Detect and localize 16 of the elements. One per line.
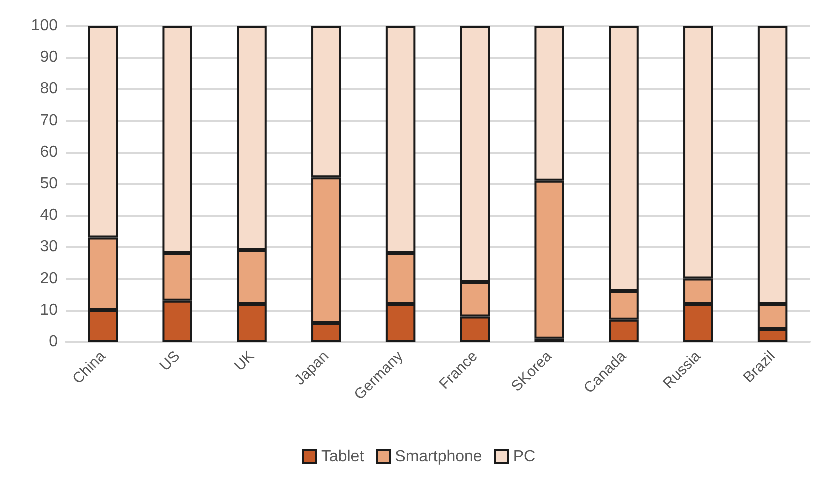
y-tick-label: 90 [40, 49, 58, 66]
y-tick-label: 10 [40, 302, 58, 319]
legend-label: Tablet [321, 448, 365, 466]
y-tick-label: 60 [40, 144, 58, 161]
y-tick-label: 30 [40, 238, 58, 256]
y-tick-label: 20 [40, 270, 58, 288]
y-tick-label: 40 [40, 207, 58, 224]
y-tick-label: 0 [49, 334, 58, 350]
y-tick-label: 80 [40, 80, 58, 98]
y-tick-label: 50 [40, 176, 58, 192]
legend-label: PC [513, 448, 536, 466]
y-tick-label: 70 [40, 112, 58, 130]
x-tick-label: US [156, 348, 184, 375]
legend-label: Smartphone [395, 448, 482, 466]
x-tick-label: UK [231, 348, 258, 375]
y-tick-label: 100 [31, 18, 58, 34]
